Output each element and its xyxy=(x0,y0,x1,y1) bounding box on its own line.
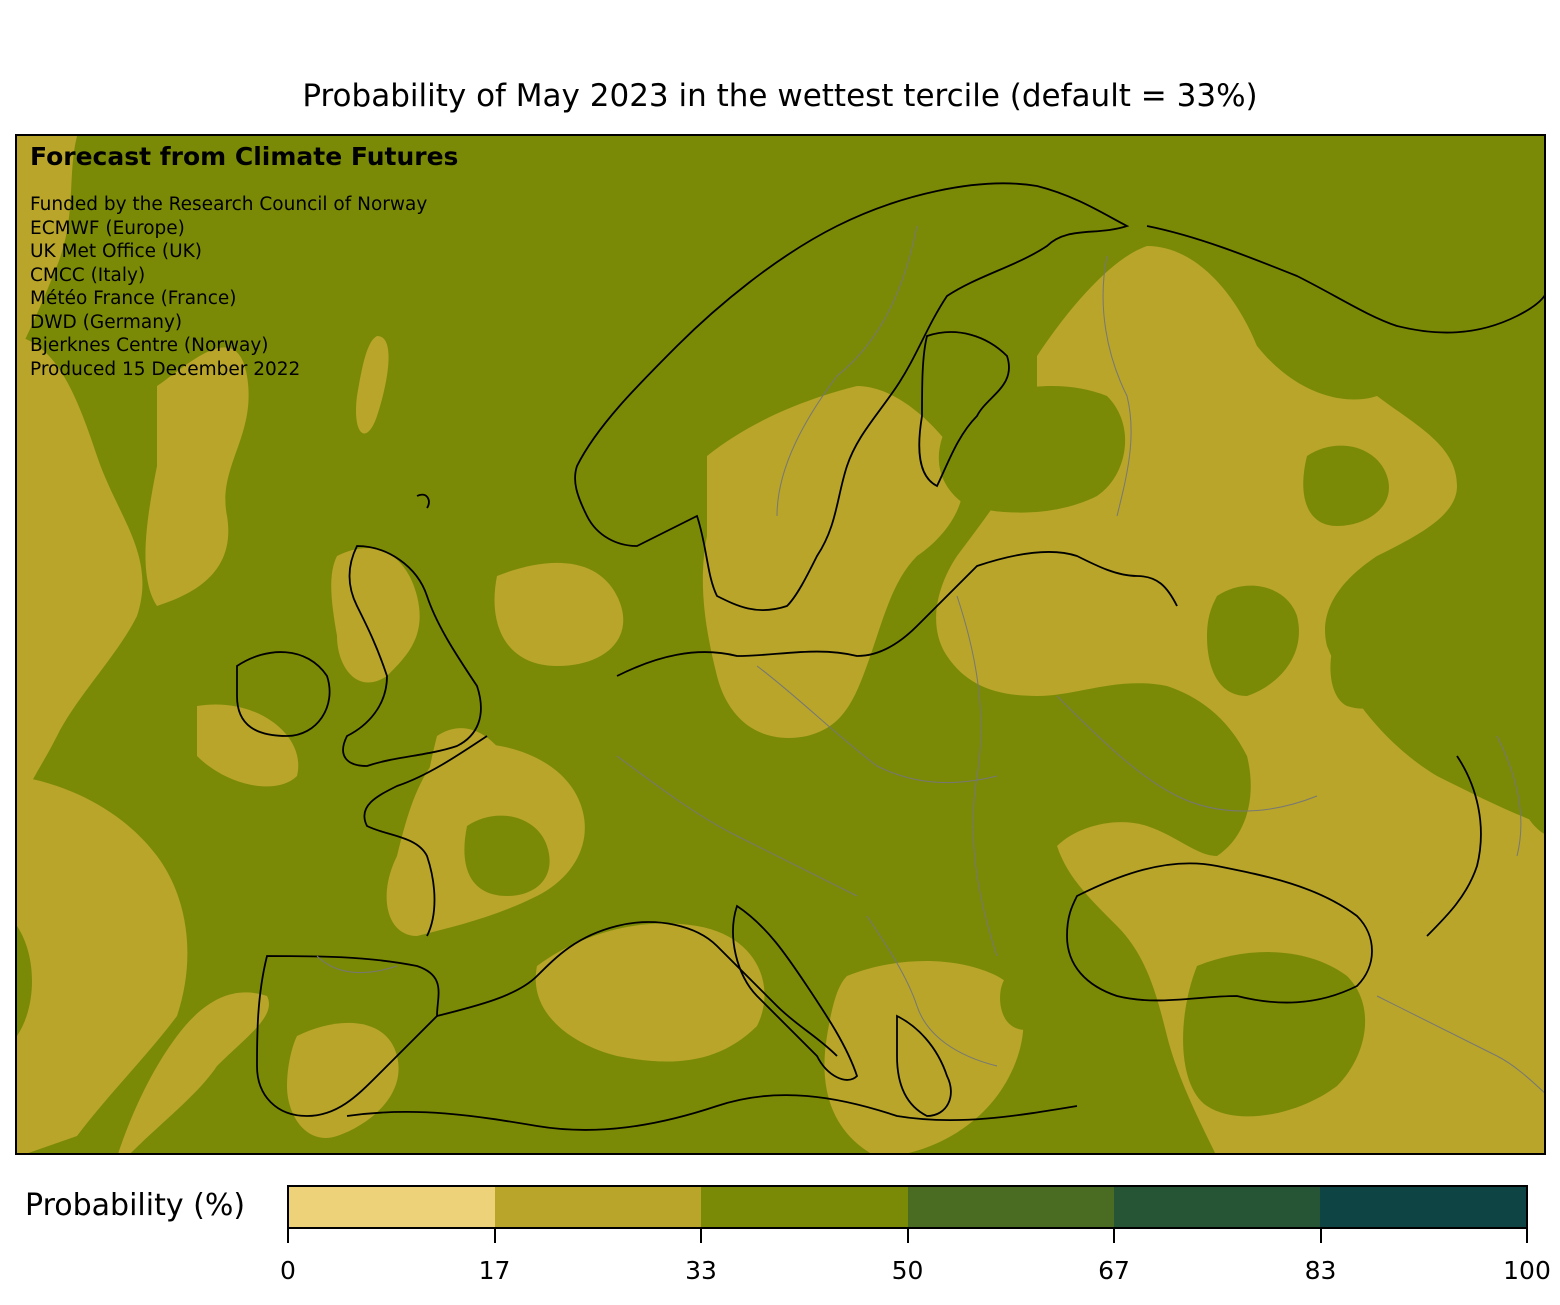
border-norway-sweden xyxy=(776,225,918,517)
border-balkans xyxy=(866,915,998,1067)
colorbar-bin-2 xyxy=(701,1187,908,1227)
colorbar-tick xyxy=(1113,1229,1115,1243)
coast-russia-north xyxy=(1146,225,1544,334)
patch-scandinavia-south xyxy=(494,562,624,666)
country-borders xyxy=(316,225,1544,1093)
patch-north-sea xyxy=(356,336,389,434)
colorbar-tick xyxy=(493,1229,496,1243)
border-poland xyxy=(756,665,998,784)
colorbar-tick xyxy=(1319,1229,1322,1243)
map-canvas xyxy=(17,136,1544,1153)
coast-italy xyxy=(732,904,859,1081)
coast-scandinavia xyxy=(574,182,1130,611)
colorbar-bin-4 xyxy=(1113,1187,1320,1227)
credit-line: Funded by the Research Council of Norway xyxy=(30,194,428,215)
patch-uk xyxy=(331,548,420,683)
coast-mediterranean-north xyxy=(436,921,838,1057)
colorbar-bin-1 xyxy=(495,1187,702,1227)
patch-south-east xyxy=(1380,912,1508,1047)
border-france-spain xyxy=(316,955,398,974)
colorbar-tick xyxy=(906,1229,909,1243)
colorbar-tick-label: 33 xyxy=(685,1256,717,1285)
coast-uk xyxy=(342,545,482,767)
colorbar xyxy=(287,1185,1528,1229)
island-ukraine xyxy=(1330,627,1407,709)
credit-line: Bjerknes Centre (Norway) xyxy=(30,335,269,356)
coast-finland xyxy=(918,331,1010,488)
border-russia-kazakh xyxy=(1496,735,1522,857)
coast-black-sea xyxy=(1066,862,1373,1004)
colorbar-bin-5 xyxy=(1319,1187,1527,1227)
patch-atlantic-west xyxy=(17,336,143,836)
colorbar-label: Probability (%) xyxy=(25,1188,246,1223)
coast-africa xyxy=(346,1094,1078,1131)
coast-baltic-south xyxy=(616,550,1178,677)
credit-line: ECMWF (Europe) xyxy=(30,217,185,239)
island-black-sea-east xyxy=(1183,952,1366,1117)
border-east-europe xyxy=(956,595,998,957)
colorbar-bin-3 xyxy=(907,1187,1114,1227)
probability-patches-33-50 xyxy=(464,386,1544,1117)
patch-iberia-interior xyxy=(287,1022,399,1138)
colorbar-tick xyxy=(700,1229,702,1243)
patch-baltic xyxy=(702,386,964,738)
coast-iceland-faroes xyxy=(416,493,430,509)
colorbar-tick-label: 67 xyxy=(1098,1256,1130,1285)
island-balkan-east xyxy=(1000,973,1047,1030)
credits-list: Funded by the Research Council of Norway… xyxy=(30,193,458,381)
forecast-credits-overlay: Forecast from Climate Futures Funded by … xyxy=(30,142,458,381)
patch-mediterranean xyxy=(535,923,765,1062)
colorbar-tick-label: 0 xyxy=(280,1256,296,1285)
border-caucasus xyxy=(1376,995,1544,1093)
colorbar-bin-0 xyxy=(289,1187,496,1227)
patch-uk-south xyxy=(197,704,299,787)
island-finland xyxy=(938,386,1126,513)
coast-caspian xyxy=(1426,755,1482,937)
island-north-russia xyxy=(1303,445,1389,526)
island-france xyxy=(464,815,550,896)
coastlines xyxy=(236,182,1544,1131)
patch-bay-biscay xyxy=(17,776,188,1153)
credit-line: CMCC (Italy) xyxy=(30,264,146,286)
colorbar-tick xyxy=(1526,1229,1528,1243)
island-russia-west xyxy=(1207,585,1299,696)
credit-line: UK Met Office (UK) xyxy=(30,241,203,262)
coast-iberia xyxy=(256,955,440,1117)
colorbar-tick-label: 83 xyxy=(1304,1256,1337,1285)
patch-southwest xyxy=(118,992,269,1153)
colorbar-tick-label: 50 xyxy=(891,1256,924,1285)
border-central xyxy=(616,755,858,897)
island-far-east xyxy=(1516,752,1544,834)
forecast-map xyxy=(15,134,1546,1155)
map-title: Probability of May 2023 in the wettest t… xyxy=(302,78,1258,114)
patch-balkans xyxy=(824,961,1024,1153)
border-finland-russia xyxy=(1102,255,1132,517)
patch-atlantic-north xyxy=(17,136,77,356)
colorbar-tick xyxy=(287,1229,289,1243)
coast-ireland xyxy=(236,651,331,737)
border-ukraine xyxy=(1056,695,1318,812)
colorbar-tick-label: 17 xyxy=(478,1256,511,1285)
patch-north-atlantic-mid xyxy=(145,347,249,606)
credit-line: DWD (Germany) xyxy=(30,311,183,333)
credit-line: Météo France (France) xyxy=(30,288,237,309)
credit-line: Produced 15 December 2022 xyxy=(30,358,301,380)
colorbar-tick-label: 100 xyxy=(1503,1256,1551,1285)
forecast-source-heading: Forecast from Climate Futures xyxy=(30,142,459,171)
coast-france-west xyxy=(363,735,488,937)
coast-greece xyxy=(896,1014,952,1117)
